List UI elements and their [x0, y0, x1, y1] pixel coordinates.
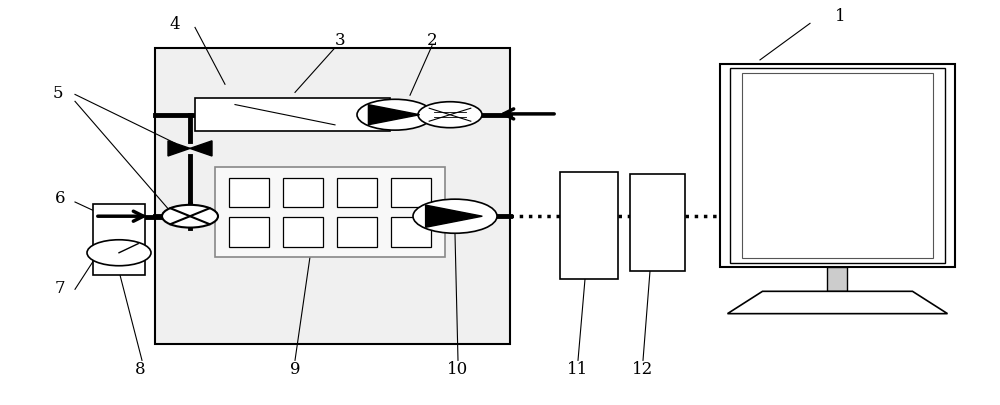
- Bar: [391, 178, 431, 208]
- Bar: [827, 267, 847, 292]
- Bar: [391, 217, 431, 247]
- Bar: [155, 49, 510, 344]
- Text: 10: 10: [447, 360, 469, 377]
- Bar: [215, 168, 445, 257]
- Bar: [195, 98, 390, 132]
- Text: 9: 9: [290, 360, 300, 377]
- Circle shape: [162, 205, 218, 228]
- Bar: [730, 69, 945, 263]
- Bar: [93, 205, 145, 275]
- Bar: [560, 172, 618, 279]
- Polygon shape: [368, 105, 420, 126]
- Bar: [283, 178, 323, 208]
- Text: 1: 1: [835, 8, 845, 25]
- Text: 3: 3: [335, 32, 345, 49]
- Text: 11: 11: [567, 360, 589, 377]
- Bar: [229, 217, 269, 247]
- Bar: [337, 217, 377, 247]
- Polygon shape: [426, 206, 482, 228]
- Bar: [337, 178, 377, 208]
- Text: 5: 5: [53, 85, 63, 102]
- Text: 2: 2: [427, 32, 437, 49]
- Bar: [283, 217, 323, 247]
- Circle shape: [418, 102, 482, 128]
- Text: 12: 12: [632, 360, 654, 377]
- Bar: [229, 178, 269, 208]
- Circle shape: [413, 200, 497, 234]
- Text: 4: 4: [170, 16, 180, 33]
- Circle shape: [357, 100, 433, 131]
- Polygon shape: [168, 141, 212, 157]
- Bar: [630, 174, 685, 271]
- Bar: [742, 74, 933, 258]
- Text: 6: 6: [55, 190, 65, 207]
- Bar: [720, 65, 955, 267]
- Polygon shape: [727, 292, 947, 314]
- Circle shape: [87, 240, 151, 266]
- Text: 8: 8: [135, 360, 145, 377]
- Text: 7: 7: [55, 279, 65, 296]
